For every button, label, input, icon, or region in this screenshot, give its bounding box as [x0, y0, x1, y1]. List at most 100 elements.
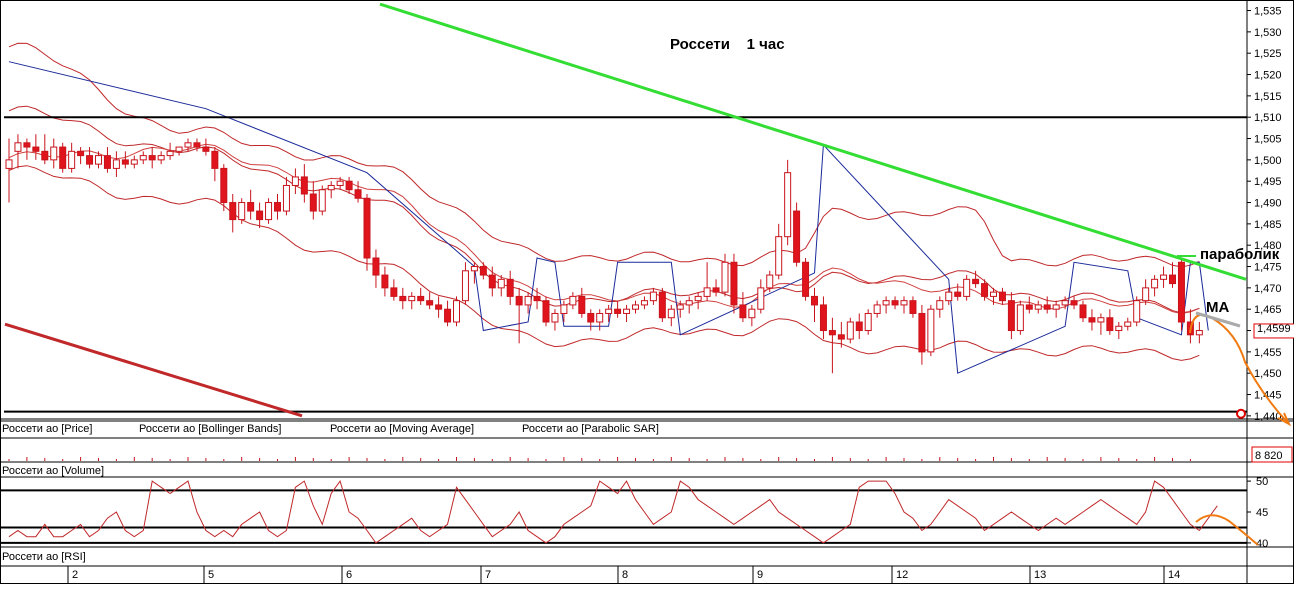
candle-bull — [1142, 287, 1150, 302]
candle-bear — [909, 300, 917, 314]
parabolic-sar — [8, 61, 1209, 374]
candle-bull — [238, 202, 246, 221]
candle-bear — [819, 304, 827, 332]
price-tick-label: 1,465 — [1254, 304, 1282, 316]
candle-bear — [229, 202, 237, 221]
candle-bull — [757, 287, 765, 310]
forecast-arrow-price — [1189, 313, 1289, 424]
price-tick-label: 1,495 — [1254, 176, 1282, 188]
candle-bull — [900, 300, 908, 306]
candle-bear — [345, 180, 353, 191]
ma-extension — [1195, 311, 1241, 328]
candle-bull — [784, 172, 792, 238]
candle-bear — [372, 257, 380, 276]
candle-bull — [927, 308, 935, 353]
candle-bear — [542, 300, 550, 323]
candle-bull — [1195, 330, 1203, 336]
candle-bull — [766, 274, 774, 289]
candle-bear — [811, 295, 818, 306]
candle-bull — [596, 312, 604, 323]
candle-bear — [730, 261, 738, 306]
candle-bear — [479, 266, 487, 276]
candle-bear — [247, 202, 255, 212]
time-axis: 2 5 6 7 8 9 12 13 14 — [67, 566, 1180, 584]
candle-bull — [640, 300, 648, 306]
candle-bull — [846, 321, 854, 340]
candle-bull — [14, 142, 22, 152]
candle-bull — [5, 159, 13, 169]
price-tick-label: 1,470 — [1254, 283, 1282, 295]
price-tick-label: 1,520 — [1254, 70, 1282, 82]
price-marker — [1236, 408, 1246, 419]
rsi-tick-label: 40 — [1256, 538, 1268, 550]
candle-bear — [1070, 300, 1078, 306]
trend-lines — [4, 2, 1247, 418]
candle-bull — [1160, 274, 1168, 280]
candle-bull — [336, 180, 344, 186]
candle-bull — [605, 308, 613, 314]
candle-bull — [524, 295, 532, 306]
candle-bear — [300, 176, 308, 195]
candle-bear — [891, 300, 899, 306]
candle-bear — [381, 274, 389, 289]
candle-bull — [1034, 304, 1042, 310]
candle-bull — [748, 308, 756, 319]
candle-bear — [309, 193, 317, 212]
candle-bull — [882, 300, 890, 306]
candle-bear — [77, 150, 85, 157]
candle-bear — [256, 210, 264, 221]
candle-bull — [157, 155, 165, 161]
candle-bear — [32, 146, 40, 152]
candle-bull — [694, 295, 702, 302]
candle-bull — [130, 159, 138, 165]
candle-bull — [453, 300, 460, 323]
annotation-parabolic: параболик — [1200, 246, 1280, 263]
candle-bear — [426, 300, 434, 306]
candle-bear — [658, 291, 666, 319]
candle-bear — [354, 189, 362, 199]
candle-bull — [139, 155, 147, 161]
chart-title: Россети 1 час — [670, 36, 785, 53]
candle-bull — [1061, 300, 1069, 306]
candle-bull — [703, 287, 711, 297]
candle-bull — [1124, 321, 1132, 327]
candle-bear — [417, 295, 425, 302]
candle-bear — [103, 155, 111, 169]
candle-bear — [399, 295, 407, 302]
candle-bear — [274, 202, 281, 212]
candle-bear — [1177, 261, 1185, 323]
candle-bull — [1016, 304, 1024, 332]
candle-bear — [202, 146, 210, 152]
price-tick-label: 1,500 — [1254, 155, 1282, 167]
time-tick-label: 2 — [72, 569, 78, 581]
candle-bear — [802, 261, 810, 297]
candle-bull — [291, 176, 299, 186]
legend-sar: Россети ао [Parabolic SAR] — [522, 423, 659, 435]
rsi-tick-label: 45 — [1256, 507, 1268, 519]
volume-label: Россети ао [Volume] — [2, 465, 104, 477]
candle-bear — [981, 283, 989, 297]
time-tick-label: 5 — [208, 569, 214, 581]
candle-bull — [864, 312, 872, 332]
candle-bear — [1169, 274, 1176, 285]
candle-bull — [936, 300, 944, 310]
candle-bull — [112, 159, 120, 169]
candle-bear — [506, 278, 514, 297]
candle-bull — [1115, 325, 1123, 332]
candle-bear — [515, 295, 523, 306]
price-tick-label: 1,445 — [1254, 390, 1282, 402]
last-price-label: 1,4599 — [1257, 323, 1291, 335]
candle-bull — [945, 291, 953, 302]
candle-bull — [282, 184, 290, 212]
candle-bull — [50, 146, 58, 161]
candle-bull — [649, 291, 657, 302]
volume-last-label: 8 820 — [1255, 450, 1283, 462]
candle-bull — [497, 278, 505, 289]
candle-bear — [1088, 317, 1096, 323]
bollinger-lower-line — [8, 165, 1200, 361]
green-trend-line — [379, 2, 1247, 281]
candle-bull — [470, 266, 478, 272]
price-tick-label: 1,535 — [1254, 6, 1282, 18]
